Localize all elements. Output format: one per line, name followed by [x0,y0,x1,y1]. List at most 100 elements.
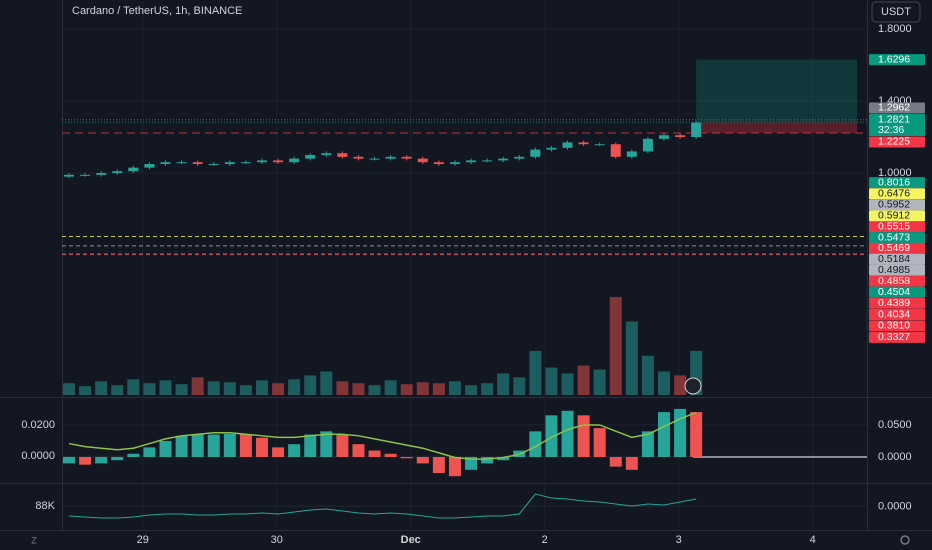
candle-body [610,144,621,157]
alert-icon[interactable] [684,377,702,395]
volume-bar [111,385,124,395]
histogram-bar [448,456,461,477]
currency-label[interactable]: USDT [881,6,911,18]
price-label: 0.3327 [878,331,910,343]
candle-body [176,162,187,164]
settings-icon[interactable] [900,535,910,545]
volume-bar [207,381,220,395]
price-label-box [869,297,925,309]
volume-bar [625,321,638,395]
volume-bar [63,383,76,395]
candle-body [128,167,139,172]
candle-body [417,158,428,163]
stop-loss-zone [696,122,857,133]
signal-line [68,411,697,460]
volume-bar [448,381,461,395]
price-label-box [869,54,925,66]
histogram-bar [304,434,317,457]
histogram-bar [143,447,156,457]
histogram-bar [191,434,204,457]
x-tick-label: 2 [542,534,548,546]
price-label: 0.5912 [878,210,910,222]
histogram-bar [127,453,140,457]
currency-button[interactable] [871,1,921,23]
histogram-bar [529,431,542,457]
zoom-button[interactable]: Z [31,535,37,545]
price-label: 0.3810 [878,320,910,332]
volume-bar [545,367,558,395]
x-tick-label: 4 [810,534,816,546]
histogram-bar [223,433,236,457]
volume-bar [288,379,301,395]
candle-body [273,160,284,163]
candle-body [224,162,235,165]
candle-body [466,160,477,163]
histogram-bar [674,408,687,457]
price-label: 0.4985 [878,264,910,276]
price-label: 1.2225 [878,136,910,148]
candle-body [578,142,589,145]
volume-bar [432,383,445,395]
y-tick-label: 0.0000 [878,500,912,512]
price-label: 1.2821 [878,114,910,126]
histogram-bar [368,450,381,457]
volume-bar [657,371,670,395]
histogram-bar [63,456,76,464]
candle-body [305,155,316,159]
histogram-bar [400,456,413,459]
x-tick-label: 29 [137,534,149,546]
x-tick-label: 30 [271,534,283,546]
histogram-bar [609,456,622,467]
volume-bar [577,365,590,395]
histogram-bar [384,453,397,457]
candle-body [208,164,219,166]
volume-bar [400,384,413,395]
volume-bar [191,377,204,395]
histogram-bar [95,456,108,464]
candle-body [482,160,493,162]
y-tick-label: 0.0000 [878,451,912,463]
histogram-bar [239,434,252,457]
histogram-bar [111,456,124,461]
volume-bar [143,383,156,395]
histogram-bar [577,415,590,457]
candle-body [80,174,91,176]
x-tick-label: Dec [401,534,421,546]
histogram-bar [465,456,478,470]
candle-body [385,156,396,159]
volume-bar [368,385,381,395]
price-label-box [869,199,925,211]
candle-body [642,138,653,152]
histogram-bar [497,456,510,461]
price-label: 0.4858 [878,275,910,287]
volume-bar [416,382,429,395]
volume-bar [239,385,252,395]
y-tick-label: 0.0000 [21,450,55,462]
histogram-bar [690,412,703,457]
volume-bar [561,373,574,395]
price-label-box [869,221,925,233]
candle-body [64,174,75,177]
candle-body [498,158,509,161]
countdown: 32:36 [878,124,904,136]
histogram-bar [416,456,429,464]
candle-body [240,162,251,164]
volume-bar [304,375,317,395]
candle-body [433,162,444,165]
volume-bar [593,369,606,395]
price-label: 0.6476 [878,188,910,200]
histogram-bar [545,415,558,457]
price-label: 0.4504 [878,286,910,298]
candle-body [353,156,364,159]
volume-bar [481,383,494,395]
volume-bar [497,373,510,395]
indicator-line [68,493,697,519]
histogram-bar [432,456,445,474]
volume-bar [674,375,687,395]
candle-body [562,142,573,148]
histogram-bar [255,437,268,457]
histogram-bar [657,412,670,457]
y-tick-label: 0.0200 [21,419,55,431]
